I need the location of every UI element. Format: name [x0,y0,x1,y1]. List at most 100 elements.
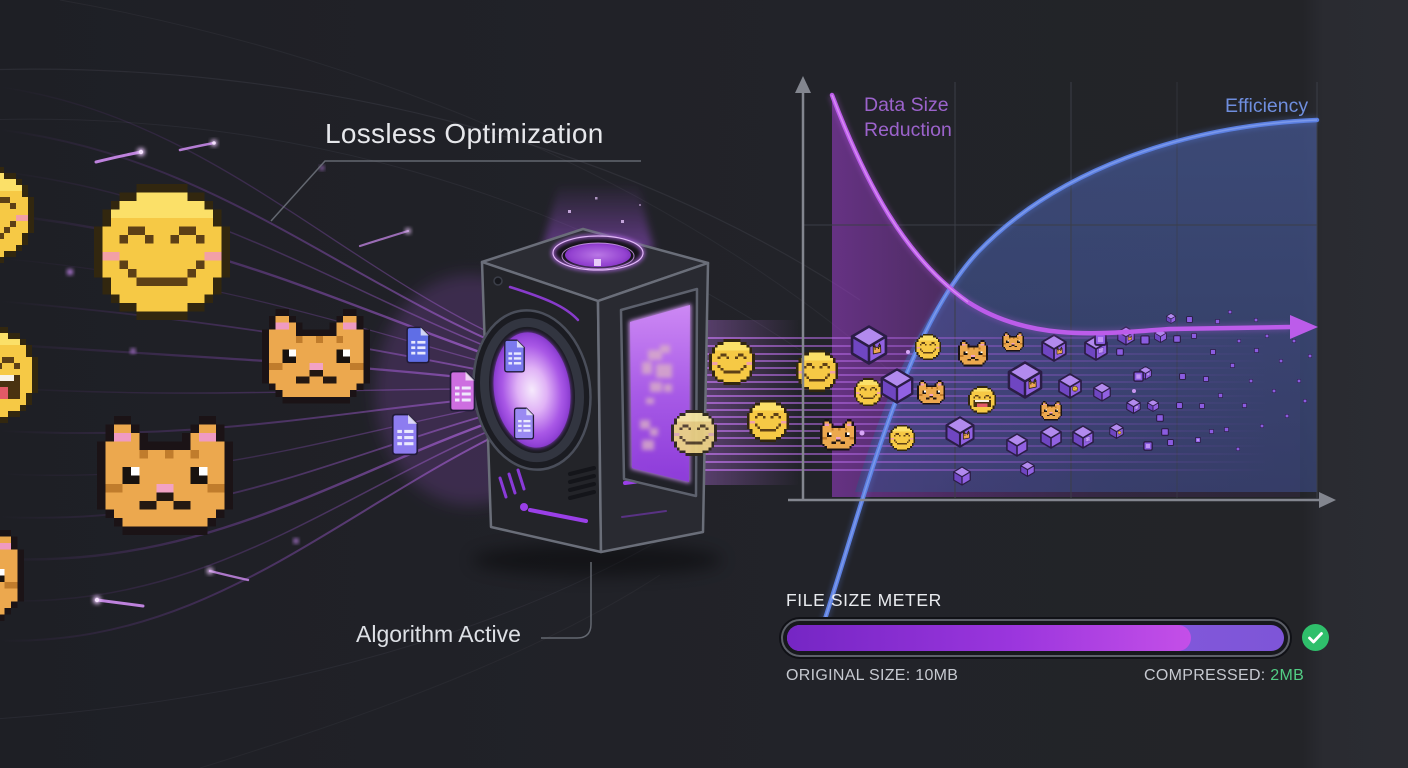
x-axis-arrowhead [1319,492,1336,508]
data-square [1236,447,1240,451]
machine-bolt [493,276,503,286]
compression-machine [375,186,722,576]
efficiency-series-label: Efficiency [1225,95,1309,117]
data-cube [946,417,973,447]
data-square [1215,319,1220,324]
data-square [1179,373,1186,380]
compressed-size-caption: COMPRESSED: 2MB [1144,667,1304,685]
data-cube [880,368,914,404]
data-cube [1020,461,1035,477]
data-square [1218,393,1223,398]
file-size-meter-bar [781,619,1290,657]
chart-axes [788,76,1336,508]
data-square [1303,399,1307,403]
smiley-emoji [94,184,230,320]
comet-particles [67,139,411,608]
data-cube [1059,374,1081,398]
cat-emoji [97,416,233,535]
check-icon [1302,624,1329,651]
original-size-caption: ORIGINAL SIZE: 10MB [786,667,958,685]
data-square [1173,335,1181,343]
data-cube [1093,382,1111,402]
smiley-emoji [671,410,717,456]
data-square [1242,403,1247,408]
compressed-size-label: COMPRESSED: [1144,667,1266,684]
document-icon [391,413,419,456]
meter-fill-segment [787,625,1191,651]
efficiency-curve [808,115,1320,658]
smiley-emoji [709,339,755,385]
data-square [1161,428,1169,436]
data-square [1254,318,1258,322]
cat-emoji [262,309,370,404]
data-square [1143,441,1153,451]
document-icon [504,339,525,373]
data-square [1297,379,1301,383]
data-square [1279,359,1283,363]
data-square [1224,427,1229,432]
algorithm-status-label: Algorithm Active [356,621,521,647]
algorithm-callout-line [541,562,592,639]
data-cube [1127,399,1141,414]
smiley-emoji [747,400,789,442]
smiley-emoji [889,425,915,451]
smiley-emoji [854,378,882,406]
data-square [1199,403,1205,409]
page-title: Lossless Optimization [325,118,604,149]
document-icon [406,326,430,364]
laugh-emoji [968,386,996,414]
reduction-series-label: Data Size Reduction [864,94,952,141]
data-square [1203,376,1209,382]
data-cube [1147,399,1159,412]
callout-lines [270,160,641,639]
chart-gridlines [803,82,1318,498]
input-emojis [0,167,370,621]
data-square [1272,389,1276,393]
data-square [1237,339,1241,343]
data-square [1133,371,1144,382]
output-panel [619,287,699,498]
data-square [1210,349,1216,355]
decompressing-blobs [640,345,672,450]
title-callout-line [270,160,641,222]
data-square [1308,354,1312,358]
data-square [1156,414,1164,422]
data-cube [852,327,886,364]
smiley-emoji [0,167,34,263]
data-square [1176,402,1183,409]
compressed-size-value: 2MB [1270,667,1305,684]
reduction-arrowhead [1290,315,1318,339]
reduction-curve [827,92,1318,339]
data-square [1230,363,1235,368]
data-cube [953,466,971,486]
data-square [1292,339,1296,343]
data-cube [1042,335,1066,361]
data-square [1265,334,1269,338]
data-square [1167,439,1174,446]
data-cube [1009,362,1041,397]
data-square [1116,348,1124,356]
data-square [1260,424,1264,428]
data-cube [1006,433,1028,457]
data-square [1249,379,1253,383]
data-square [1254,348,1259,353]
original-size-label: ORIGINAL SIZE: [786,667,911,684]
data-square [1228,310,1232,314]
document-icon [513,407,535,440]
vent-slats-left [498,468,526,499]
document-icon [449,370,476,412]
laugh-emoji [0,327,38,423]
data-cube [1040,425,1062,449]
data-square [1186,316,1193,323]
data-square [1195,437,1201,443]
original-size-value: 10MB [915,667,959,684]
data-cube [1110,424,1124,439]
y-axis-arrowhead [795,76,811,93]
data-square [1191,333,1197,339]
data-square [1285,414,1289,418]
data-cube [1166,313,1176,324]
cat-emoji [0,530,24,621]
meter-title: FILE SIZE METER [786,590,942,610]
